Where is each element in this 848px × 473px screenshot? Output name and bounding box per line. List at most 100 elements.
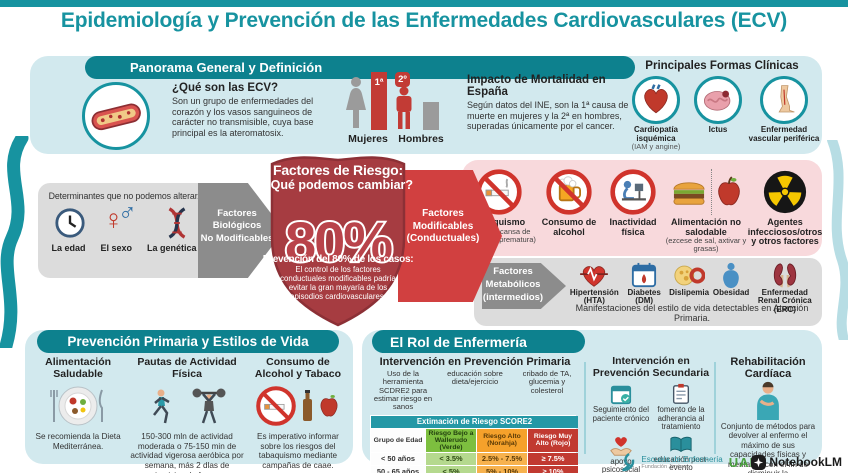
risk-shield: 80% (270, 156, 406, 327)
factor-agentes: Agentes infecciosos/otros y otros factor… (748, 166, 822, 256)
kidneys-icon (773, 263, 796, 288)
clipboard-icon (672, 384, 690, 404)
table-cell: ≥ 10% (528, 465, 578, 473)
vertical-divider (584, 362, 586, 454)
prevention-col-alcohol-tobacco: Consumo de Alcohol y Tabaco (254, 356, 342, 471)
clinical-forms-block: Principales Formas Clínicas Cardiopatía … (624, 60, 820, 151)
table-cell: < 50 años (371, 453, 425, 465)
primary-intervention-item: cribado de TA, glucemia y colesterol (522, 369, 572, 395)
obesity-person-icon (723, 262, 739, 288)
nonmodifiable-caption: Determinantes que no podemos alterar. (48, 191, 200, 201)
primary-intervention-block: Intervención en Prevención Primaria Uso … (370, 356, 580, 473)
score2-risk-table: Extimación de Riesgo SCORE2 Grupo de Eda… (370, 414, 578, 473)
mortality-figures: 1ª 2º Mujeres Hombres (343, 70, 455, 145)
what-are-ecv-block: ¿Qué son las ECV? Son un grupo de enferm… (172, 82, 336, 138)
sex-label: El sexo (100, 243, 132, 253)
rank-bar-men (423, 102, 439, 130)
sex-symbols-icon: ♀ ♂ (102, 198, 137, 235)
what-are-ecv-title: ¿Qué son las ECV? (172, 82, 279, 94)
leg-icon (778, 85, 795, 113)
genetics-label: La genética (146, 243, 197, 253)
footer-logos: Escuela de Enfermería Fundación Jiménez … (621, 452, 842, 472)
nursing-role-header: El Rol de Enfermería (372, 330, 585, 353)
dotted-divider (710, 169, 712, 215)
metabolic-item-hta: Hipertensión (HTA) (568, 261, 621, 314)
modifiable-factors-row: Tabaquismo (príncical cansa de mortalida… (462, 160, 822, 256)
clock-icon (55, 208, 85, 238)
artery-icon (91, 103, 141, 131)
score2-table-title: Extimación de Riesgo SCORE2 (371, 415, 578, 428)
man-icon (396, 86, 412, 129)
metabolic-item-dm: Diabetes (DM) (621, 261, 668, 314)
panorama-header: Panorama General y Definición (85, 56, 635, 79)
mortality-text: Según datos del INE, son la 1ª causa de … (467, 100, 629, 132)
clinical-form-item: Cardiopatía isquémica (IAM y angine) (624, 76, 688, 151)
metabolic-factors-arrow: Factores Metabólicos (intermedios) (482, 263, 566, 309)
top-accent-bar (0, 0, 848, 7)
secondary-intervention-block: Intervención en Prevención Secundaria Se… (592, 355, 710, 473)
nonmodifiable-factors-box: Determinantes que no podemos alterar. ♀ ♂… (38, 183, 210, 278)
burger-icon (672, 182, 705, 205)
apple-icon (321, 395, 338, 417)
heart-in-hands-icon (610, 436, 632, 456)
factor-inactividad: Inactividad física (602, 166, 664, 256)
table-cell: 50 - 65 años (371, 465, 425, 473)
primary-intervention-item: Uso de la herramienta SCDRE2 para estima… (373, 369, 433, 412)
primary-prevention-panel: Prevención Primaria y Estilos de Vida Al… (25, 330, 353, 473)
factor-alcohol: Consumo de alcohol (536, 166, 602, 256)
metabolic-item-obesidad: Obesidad (711, 261, 752, 314)
dna-icon (168, 207, 186, 239)
risk-shield-text: Factores de Riesgo: ¿Qué podemos cambiar… (262, 152, 414, 302)
secondary-item: Seguimiento del paciente crónico (592, 383, 650, 432)
metabolic-item-erc: Enfermedad Renal Crónica (ERC) (752, 261, 818, 314)
hypertension-heart-icon (580, 266, 609, 287)
open-book-icon (670, 436, 692, 452)
artery-illustration (82, 82, 150, 150)
shield-title: Factores de Riesgo: (272, 162, 403, 178)
dyslipidemia-icon (674, 265, 706, 285)
nursing-role-panel: El Rol de Enfermería Intervención en Pre… (362, 330, 822, 473)
no-smoking-icon (476, 169, 522, 215)
panorama-panel: Panorama General y Definición ¿Qué son l… (30, 56, 822, 154)
shield-prevention-text: El control de los factores conductuales … (280, 265, 396, 301)
mortality-title: Impacto de Mortalidad en España (467, 74, 606, 98)
rehab-patient-icon (757, 381, 779, 420)
rank-bar-women: 1ª (371, 72, 387, 130)
diabetes-calendar-icon (632, 262, 657, 288)
clinical-forms-header: Principales Formas Clínicas (645, 60, 799, 72)
runner-weightlifter-icon (153, 388, 226, 424)
table-header-orange: Riesgo Alto (Norahja) (477, 428, 527, 453)
mortality-figure-area: 1ª 2º (343, 70, 455, 130)
right-ribbon-decoration (827, 140, 848, 340)
table-header-red: Riesgo Muy Alto (Rojo) (528, 428, 578, 453)
table-cell: < 3.5% (426, 453, 476, 465)
notebooklm-watermark: NotebookLM (751, 454, 842, 470)
table-cell: < 5% (426, 465, 476, 473)
table-header-green: Riesgo Bejo a Wallerudo (Verde) (426, 428, 476, 453)
secondary-item: educación post-evento (652, 435, 710, 473)
primary-intervention-item: educación sobre dieta/ejercicio (447, 369, 503, 387)
woman-icon (346, 77, 366, 128)
prevention-col-activity: Pautas de Actividad Física 150-300 (130, 356, 244, 473)
cardiac-rehab-block: Rehabilitación Cardíaca Conjunto de méto… (720, 356, 816, 473)
calendar-check-icon (610, 385, 632, 405)
prevention-col-diet: Alimentación Saludable Se recomienda la … (35, 356, 121, 451)
page-title: Epidemiología y Prevención de las Enferm… (60, 9, 788, 32)
shield-subtitle: ¿Qué podemos cambiar? (262, 178, 414, 192)
bottle-icon (303, 390, 313, 422)
clinical-form-item: Ictus (694, 76, 742, 151)
factor-alimentacion: Alimentación no salodable (ezcese de sal… (664, 166, 748, 256)
metabolic-factors-row: Factores Metabólicos (intermedios) Hiper… (474, 258, 822, 326)
age-label: La edad (51, 243, 86, 253)
men-label: Hombres (398, 133, 444, 145)
what-are-ecv-text: Son un grupo de enfermedades del corazón… (172, 96, 314, 138)
left-ribbon-decoration (0, 136, 29, 348)
shield-percent: 80% (285, 210, 392, 273)
notebooklm-icon (751, 454, 767, 470)
women-rank-label: 1ª (374, 77, 384, 88)
nursing-school-logo (622, 453, 635, 472)
radiation-icon (763, 170, 807, 214)
primary-prevention-header: Prevención Primaria y Estilos de Vida (37, 330, 339, 353)
table-cell: 2.5% - 7.5% (477, 453, 527, 465)
no-smoking-icon (256, 386, 297, 426)
